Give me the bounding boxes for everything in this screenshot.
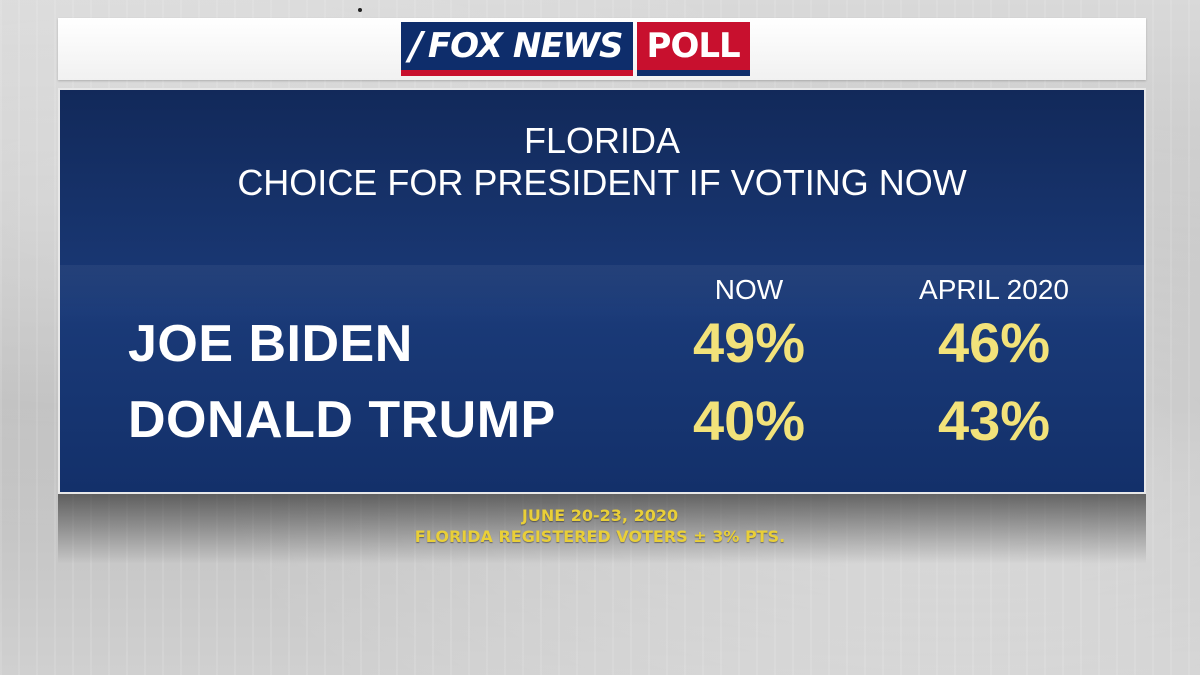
logo-poll: POLL: [636, 22, 750, 76]
value-biden-april: 46%: [937, 311, 1051, 374]
logo-fox-text: FOX NEWS: [427, 26, 624, 66]
poll-panel: FLORIDA CHOICE FOR PRESIDENT IF VOTING N…: [58, 88, 1146, 494]
chart-subtitle: CHOICE FOR PRESIDENT IF VOTING NOW: [237, 162, 967, 203]
row-label-trump: DONALD TRUMP: [128, 391, 556, 449]
footnote-dates: JUNE 20-23, 2020: [521, 506, 679, 525]
value-biden-now: 49%: [692, 311, 806, 374]
fox-news-poll-logo: / FOX NEWS POLL: [401, 22, 750, 76]
column-header-now: NOW: [714, 274, 784, 305]
column-header-april-2020: APRIL 2020: [919, 274, 1069, 305]
footer-shadow: [58, 494, 1146, 564]
stray-dot: [358, 8, 362, 12]
logo-fox-news: / FOX NEWS: [401, 22, 633, 76]
logo-slash-icon: /: [409, 24, 423, 68]
logo-poll-text: POLL: [646, 26, 741, 66]
footnote-sample: FLORIDA REGISTERED VOTERS ± 3% PTS.: [414, 527, 786, 546]
chart-title: FLORIDA: [523, 120, 681, 161]
value-trump-now: 40%: [692, 389, 806, 452]
panel-shine: [60, 265, 1144, 325]
row-label-biden: JOE BIDEN: [128, 315, 413, 373]
value-trump-april: 43%: [937, 389, 1051, 452]
